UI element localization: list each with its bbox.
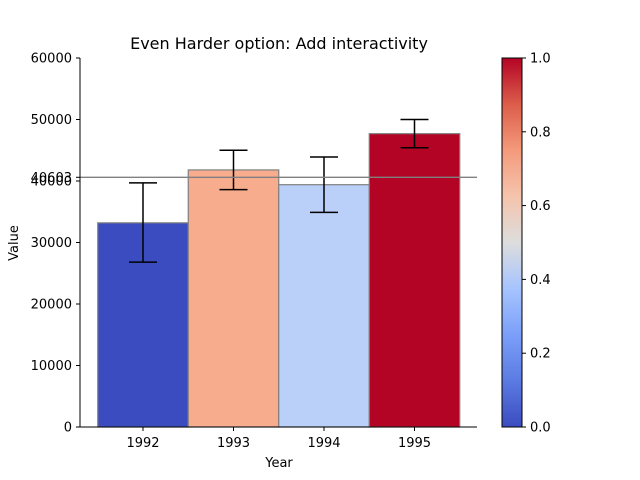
errorbars-layer (129, 118, 429, 263)
x-tick-label: 1994 (307, 436, 340, 451)
chart-title: Even Harder option: Add interactivity (130, 34, 428, 53)
bar-1995 (368, 133, 461, 428)
bar-1994 (278, 184, 370, 428)
colorbar-gradient (501, 57, 523, 428)
x-axis-label: Year (264, 456, 293, 471)
colorbar-tick-label: 0.8 (530, 125, 551, 140)
colorbar-tick-label: 0.0 (530, 421, 551, 436)
y-axis: 0 10000 20000 30000 40000 50000 60000 40603 (31, 52, 81, 436)
colorbar-tick-label: 0.2 (530, 347, 551, 362)
y-tick-label: 20000 (31, 298, 72, 313)
x-tick-label: 1993 (217, 436, 250, 451)
x-axis: 1992 1993 1994 1995 (80, 426, 477, 451)
x-tick-label: 1995 (398, 436, 431, 451)
y-tick-label: 10000 (31, 359, 72, 374)
y-axis-label: Value (7, 225, 22, 261)
y-tick-label: 60000 (31, 52, 72, 67)
colorbar-tick-label: 0.6 (530, 199, 551, 214)
colorbar: 0.0 0.2 0.4 0.6 0.8 1.0 (501, 52, 551, 436)
errorbar-1995 (400, 118, 429, 149)
threshold-tick-label: 40603 (31, 171, 72, 186)
y-tick-label: 50000 (31, 113, 72, 128)
y-tick-label: 0 (64, 421, 72, 436)
y-tick-label: 30000 (31, 236, 72, 251)
y-tick-label: 40000 (31, 175, 72, 190)
bar-1993 (187, 169, 280, 428)
errorbar-1993 (219, 149, 248, 191)
x-tick-label: 1992 (126, 436, 159, 451)
errorbar-1992 (129, 182, 157, 263)
colorbar-tick-label: 1.0 (530, 52, 551, 67)
errorbar-1994 (310, 156, 338, 214)
colorbar-tick-label: 0.4 (530, 273, 551, 288)
